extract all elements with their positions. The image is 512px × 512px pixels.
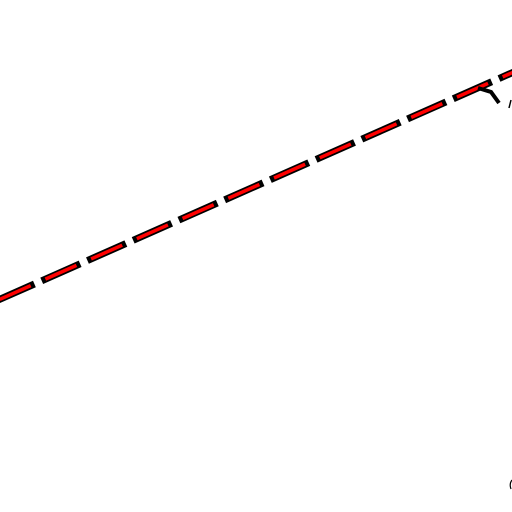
dashed-red-line-fill — [0, 70, 512, 302]
dashed-red-line — [0, 68, 512, 304]
edge-mark-top — [508, 99, 512, 109]
tick-mark — [477, 86, 501, 105]
